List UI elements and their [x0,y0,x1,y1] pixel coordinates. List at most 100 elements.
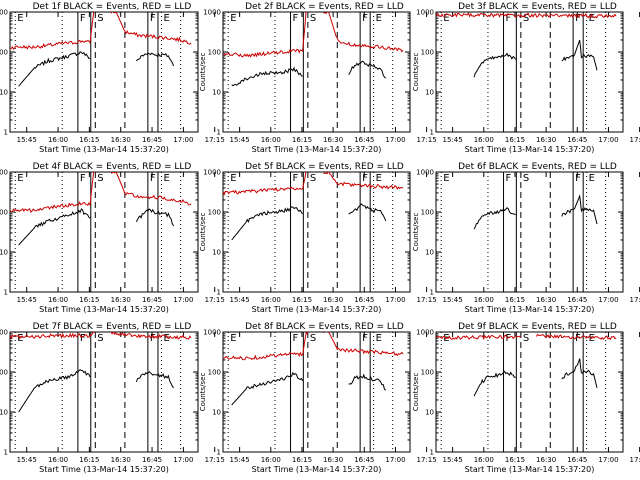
x-tick-label: 15:45 [230,456,250,464]
y-tick-label: 10 [425,409,434,417]
events-series-line [348,60,387,79]
y-tick-label: 100 [421,49,434,57]
detector-panel-6f: Det 6f BLACK = Events, RED = LLD 1 10 100 10… [412,162,640,314]
marker-label: F [506,13,512,24]
x-axis-label: Start Time (13-Mar-14 15:37:20) [39,145,169,154]
x-tick-label: 17:15 [417,296,437,304]
x-tick-label: 16:15 [292,136,312,144]
marker-label: S [97,173,103,184]
events-series-line [18,208,91,246]
x-tick-label: 16:00 [261,296,281,304]
y-tick-label: 1 [430,129,434,137]
y-tick-label: 10 [425,89,434,97]
detector-panel-9f: Det 9f BLACK = Events, RED = LLD 1 10 100 10… [412,322,640,474]
y-tick-label: 10 [0,249,8,257]
lld-series-line [436,12,617,19]
lld-series-line [223,172,308,196]
x-tick-label: 17:15 [205,136,225,144]
lld-series-line [110,12,192,45]
x-tick-label: 16:30 [323,296,343,304]
marker-label: E [589,173,595,184]
marker-label: S [523,13,529,24]
marker-label: E [376,13,382,24]
x-tick-label: 17:15 [630,456,640,464]
y-tick-label: 10 [425,249,434,257]
lld-series-line [535,333,617,341]
y-tick-label: 1000 [0,169,8,177]
x-tick-label: 16:45 [567,136,587,144]
series-group [223,172,404,241]
y-tick-label: 100 [0,209,8,217]
lld-series-line [323,12,404,53]
series-group [10,12,192,87]
events-series-line [561,39,598,71]
marker-label: S [97,333,103,344]
series-group [10,172,192,246]
marker-label: E [376,173,382,184]
marker-label: F [80,333,86,344]
lld-series-line [10,12,96,50]
panel-title: Det 4f BLACK = Events, RED = LLD [33,162,192,172]
x-axis-label: Start Time (13-Mar-14 15:37:20) [465,145,595,154]
x-axis-label: Start Time (13-Mar-14 15:37:20) [252,305,382,314]
x-tick-label: 16:00 [474,296,494,304]
lld-series-line [323,172,404,191]
events-series-line [473,207,516,230]
detector-panel-7f: Det 7f BLACK = Events, RED = LLD 1 10 100 10… [0,322,225,474]
y-axis-label: Counts/sec [199,213,207,252]
y-axis-label: Counts/sec [412,213,420,252]
y-tick-label: 1 [217,129,221,137]
x-tick-label: 16:45 [142,296,162,304]
y-tick-label: 1000 [416,329,434,337]
marker-label: F [293,333,299,344]
x-tick-label: 16:15 [292,296,312,304]
x-tick-label: 16:00 [474,456,494,464]
y-tick-label: 1000 [0,9,8,17]
y-tick-label: 1 [4,129,8,137]
panel-title: Det 2f BLACK = Events, RED = LLD [245,2,404,12]
x-tick-label: 16:00 [48,456,68,464]
x-tick-label: 15:45 [17,296,37,304]
x-tick-label: 17:15 [417,136,437,144]
x-tick-label: 15:45 [17,456,37,464]
lld-series-line [436,334,522,341]
events-series-line [135,371,175,389]
y-axis-label: Counts/sec [199,373,207,412]
x-tick-label: 16:45 [354,296,374,304]
marker-label: F [362,333,368,344]
lld-series-line [110,332,192,340]
x-tick-label: 16:45 [142,136,162,144]
panel-title: Det 1f BLACK = Events, RED = LLD [33,2,192,12]
x-tick-label: 16:15 [79,456,99,464]
x-tick-label: 17:00 [385,456,405,464]
marker-label: E [376,333,382,344]
y-tick-label: 1 [4,449,8,457]
x-tick-label: 16:45 [142,456,162,464]
x-tick-label: 16:45 [354,136,374,144]
x-tick-label: 16:00 [48,136,68,144]
marker-label: S [310,13,316,24]
marker-label: S [310,173,316,184]
plot-frame [222,11,411,133]
marker-label: F [575,173,581,184]
lld-series-line [10,172,96,214]
lld-series-line [110,172,192,206]
x-tick-label: 17:00 [385,136,405,144]
x-tick-label: 17:00 [598,456,618,464]
x-tick-label: 16:00 [261,136,281,144]
x-tick-label: 16:30 [536,456,556,464]
x-tick-label: 16:15 [505,136,525,144]
plot-frame [9,331,199,453]
y-tick-label: 1000 [0,329,8,337]
marker-label: E [17,173,23,184]
x-tick-label: 15:45 [443,296,463,304]
panel-title: Det 7f BLACK = Events, RED = LLD [33,322,192,332]
lld-series-line [10,332,96,340]
x-axis-label: Start Time (13-Mar-14 15:37:20) [252,145,382,154]
marker-label: F [575,333,581,344]
panel-title: Det 3f BLACK = Events, RED = LLD [458,2,617,12]
panel-title: Det 5f BLACK = Events, RED = LLD [245,162,404,172]
y-tick-label: 10 [0,409,8,417]
marker-label: E [589,13,595,24]
series-group [223,332,404,406]
